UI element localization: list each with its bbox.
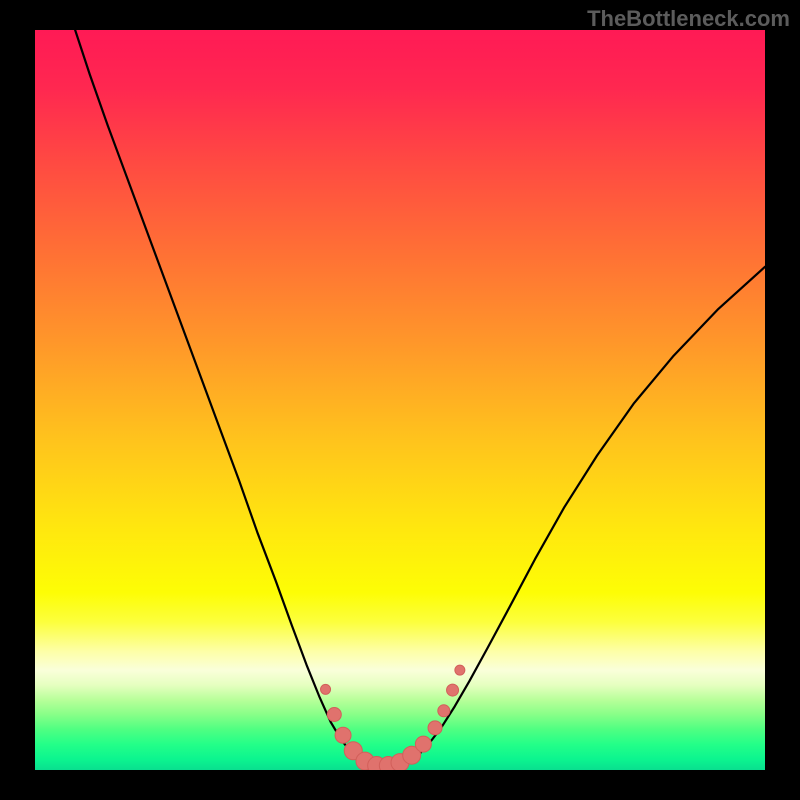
curve-marker — [447, 684, 459, 696]
curve-marker — [321, 684, 331, 694]
bottleneck-curve — [75, 30, 765, 769]
marker-group — [321, 665, 465, 770]
curve-marker — [335, 727, 351, 743]
curve-marker — [455, 665, 465, 675]
watermark-text: TheBottleneck.com — [587, 6, 790, 32]
curve-marker — [438, 705, 450, 717]
curve-marker — [428, 721, 442, 735]
stage: TheBottleneck.com — [0, 0, 800, 800]
chart-overlay-svg — [35, 30, 765, 770]
plot-area — [35, 30, 765, 770]
curve-marker — [415, 736, 431, 752]
curve-marker — [327, 708, 341, 722]
